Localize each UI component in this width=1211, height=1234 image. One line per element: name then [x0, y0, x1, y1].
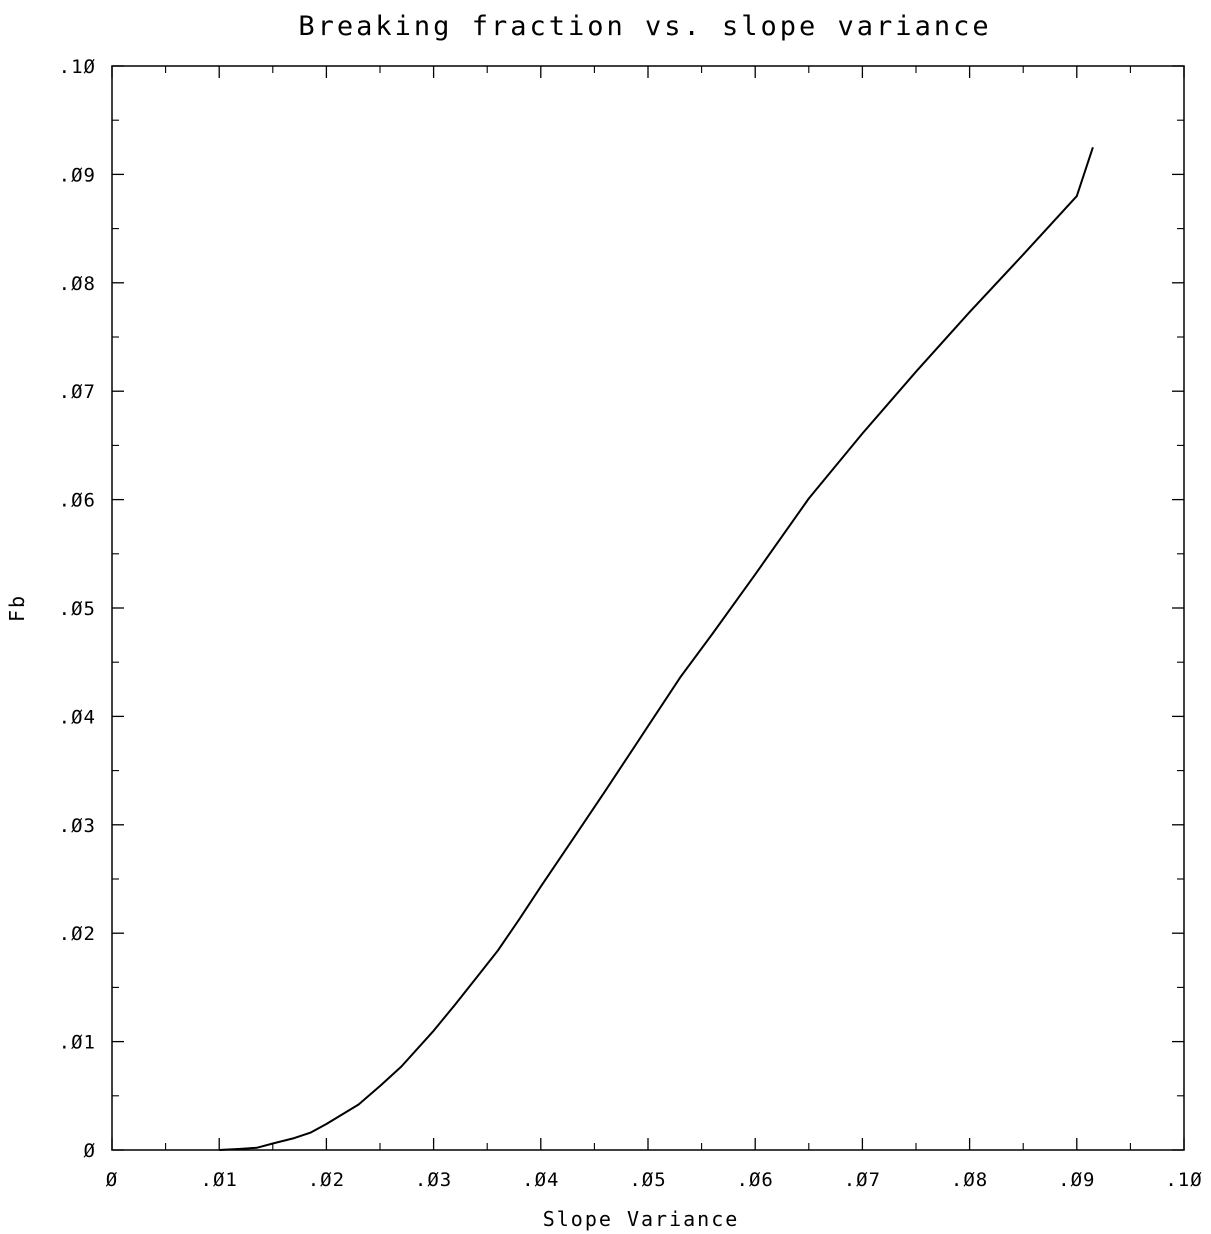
- y-tick-label: .Ø5: [59, 598, 96, 620]
- y-tick-label: .Ø6: [59, 490, 96, 512]
- series-group: [219, 146, 1094, 1151]
- y-tick-label: Ø: [84, 1140, 96, 1162]
- x-tick-label: .Ø5: [629, 1169, 666, 1191]
- x-tick-label: .Ø1: [201, 1169, 238, 1191]
- x-tick-label: .Ø4: [522, 1169, 559, 1191]
- y-tick-label: .Ø7: [59, 381, 96, 403]
- x-tick-label: .Ø7: [844, 1169, 881, 1191]
- y-tick-label: .1Ø: [59, 56, 96, 78]
- x-axis-label: Slope Variance: [543, 1207, 740, 1231]
- y-tick-label: .Ø3: [59, 815, 96, 837]
- x-tick-label: Ø: [106, 1169, 118, 1191]
- y-tick-label: .Ø9: [59, 164, 96, 186]
- x-tick-label: .Ø9: [1058, 1169, 1095, 1191]
- y-tick-label: .Ø2: [59, 923, 96, 945]
- x-tick-label: .1Ø: [1165, 1169, 1202, 1191]
- y-tick-label: .Ø8: [59, 273, 96, 295]
- x-tick-label: .Ø6: [737, 1169, 774, 1191]
- y-tick-labels: Ø .Ø1 .Ø2 .Ø3 .Ø4 .Ø5 .Ø6 .Ø7 .Ø8 .Ø9 .1Ø: [59, 56, 96, 1162]
- x-tick-label: .Ø3: [415, 1169, 452, 1191]
- x-tick-label: .Ø8: [951, 1169, 988, 1191]
- chart-title: Breaking fraction vs. slope variance: [298, 11, 991, 42]
- x-tick-labels: Ø .Ø1 .Ø2 .Ø3 .Ø4 .Ø5 .Ø6 .Ø7 .Ø8 .Ø9 .1Ø: [106, 1169, 1202, 1191]
- series-line: [219, 146, 1094, 1151]
- y-tick-label: .Ø4: [59, 706, 96, 728]
- plot-frame: [111, 65, 1185, 1151]
- axis-ticks: [111, 65, 1185, 1151]
- y-tick-label: .Ø1: [59, 1032, 96, 1054]
- y-axis-label: Fb: [5, 594, 29, 622]
- x-tick-label: .Ø2: [308, 1169, 345, 1191]
